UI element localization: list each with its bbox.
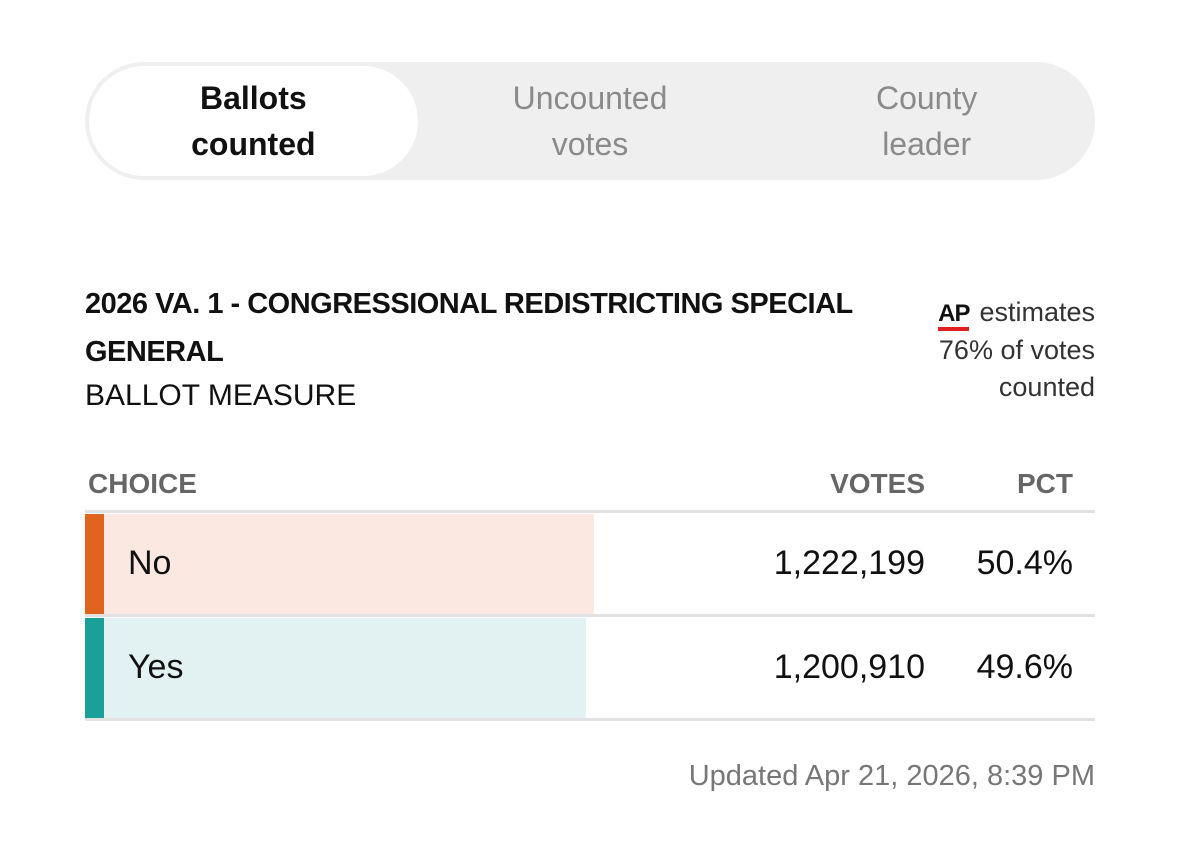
pct-bar bbox=[85, 618, 586, 718]
tab-label: County leader bbox=[875, 80, 978, 162]
race-title: 2026 VA. 1 - CONGRESSIONAL REDISTRICTING… bbox=[85, 288, 853, 368]
pct-bar bbox=[85, 514, 595, 614]
vote-pct: 49.6% bbox=[976, 648, 1073, 686]
column-header: PCT bbox=[1017, 468, 1073, 499]
tab[interactable]: Uncounted votes bbox=[426, 66, 755, 176]
vote-count: 1,222,199 bbox=[773, 544, 925, 582]
tab-bar: Ballots counted Uncounted votes County lea… bbox=[85, 62, 1095, 180]
column-header: VOTES bbox=[830, 468, 925, 499]
estimate-text: estimates 76% of votes counted bbox=[938, 297, 1095, 402]
choice-name: No bbox=[128, 544, 172, 582]
table-header: CHOICE VOTES PCT bbox=[85, 464, 1095, 513]
tab-label: Ballots counted bbox=[191, 80, 316, 162]
color-stripe bbox=[85, 514, 104, 614]
tab[interactable]: County leader bbox=[762, 66, 1091, 176]
race-subtitle: BALLOT MEASURE bbox=[85, 379, 357, 412]
vote-pct: 50.4% bbox=[976, 544, 1073, 582]
tab-label: Uncounted votes bbox=[512, 80, 668, 162]
updated-time: Updated Apr 21, 2026, 8:39 PM bbox=[688, 760, 1095, 792]
estimate: AP estimates 76% of votes counted bbox=[895, 294, 1095, 406]
vote-count: 1,200,910 bbox=[773, 648, 925, 686]
tab[interactable]: Ballots counted bbox=[89, 66, 418, 176]
choice-name: Yes bbox=[128, 648, 184, 686]
result-row: Yes 1,200,910 49.6% bbox=[85, 618, 1095, 721]
ap-logo: AP bbox=[938, 300, 970, 331]
column-header: CHOICE bbox=[88, 468, 197, 499]
color-stripe bbox=[85, 618, 104, 718]
result-row: No 1,222,199 50.4% bbox=[85, 514, 1095, 617]
